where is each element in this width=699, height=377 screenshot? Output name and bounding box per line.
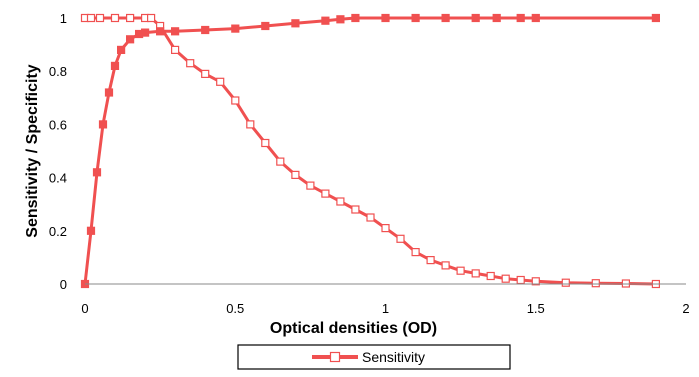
data-point bbox=[456, 266, 465, 275]
legend-swatch-marker bbox=[329, 351, 341, 363]
data-point bbox=[276, 157, 285, 166]
data-point bbox=[246, 120, 255, 129]
data-point bbox=[336, 197, 345, 206]
data-point bbox=[201, 25, 210, 35]
y-tick-labels: 0 0.2 0.4 0.6 0.8 1 bbox=[49, 11, 67, 292]
series-line bbox=[83, 16, 656, 285]
data-point bbox=[171, 45, 180, 55]
data-point bbox=[261, 21, 270, 31]
legend-label: Sensitivity bbox=[362, 349, 425, 365]
data-point bbox=[492, 13, 501, 23]
y-tick-label: 0.6 bbox=[49, 117, 67, 132]
data-point bbox=[321, 16, 330, 25]
y-tick-label: 0.8 bbox=[49, 64, 67, 79]
data-point bbox=[125, 13, 135, 23]
data-point bbox=[411, 248, 420, 257]
y-tick-label: 1 bbox=[60, 11, 67, 26]
data-point bbox=[441, 13, 450, 23]
data-point bbox=[351, 13, 360, 23]
x-tick-label: 0.5 bbox=[226, 301, 244, 316]
data-point bbox=[366, 213, 375, 222]
data-point bbox=[186, 59, 195, 68]
data-point bbox=[561, 278, 570, 287]
series-layer bbox=[80, 13, 661, 289]
data-point bbox=[291, 170, 300, 179]
x-axis-title: Optical densities (OD) bbox=[270, 320, 437, 337]
data-point bbox=[531, 13, 540, 23]
data-point bbox=[86, 13, 96, 23]
data-point bbox=[651, 13, 661, 23]
y-tick-label: 0.2 bbox=[49, 224, 67, 239]
data-point bbox=[426, 256, 435, 265]
data-point bbox=[231, 24, 240, 33]
y-tick-label: 0 bbox=[60, 277, 67, 292]
data-point bbox=[95, 13, 105, 23]
data-point bbox=[291, 19, 300, 28]
x-tick-label: 0 bbox=[81, 301, 88, 316]
data-point bbox=[171, 27, 180, 36]
data-point bbox=[441, 261, 450, 270]
data-point bbox=[104, 88, 114, 97]
x-tick-labels: 0 0.5 1 1.5 2 bbox=[81, 301, 689, 316]
data-point bbox=[98, 120, 108, 129]
data-point bbox=[501, 274, 510, 283]
data-point bbox=[125, 35, 135, 44]
data-point bbox=[86, 226, 96, 235]
series-sensitivity bbox=[80, 13, 661, 289]
data-point bbox=[336, 15, 345, 24]
x-tick-label: 1 bbox=[382, 301, 389, 316]
data-point bbox=[92, 168, 102, 177]
data-point bbox=[141, 28, 150, 37]
data-point bbox=[471, 269, 480, 278]
data-point bbox=[110, 13, 120, 23]
data-point bbox=[321, 189, 330, 198]
y-axis-title: Sensitivity / Specificity bbox=[24, 64, 41, 238]
data-point bbox=[486, 271, 495, 281]
data-point bbox=[156, 27, 165, 36]
data-point bbox=[471, 13, 480, 23]
series-unnamed-1 bbox=[80, 13, 661, 289]
data-point bbox=[411, 13, 420, 23]
legend: Sensitivity bbox=[237, 344, 511, 370]
data-point bbox=[531, 277, 540, 286]
data-point bbox=[216, 77, 225, 86]
data-point bbox=[116, 45, 126, 55]
data-point bbox=[261, 138, 270, 148]
data-point bbox=[591, 279, 600, 288]
y-tick-label: 0.4 bbox=[49, 171, 67, 186]
legend-box bbox=[237, 344, 511, 370]
data-point bbox=[201, 69, 210, 79]
data-point bbox=[381, 224, 390, 233]
series-line bbox=[85, 16, 656, 286]
data-point bbox=[516, 13, 525, 23]
data-point bbox=[396, 234, 405, 243]
x-tick-label: 1.5 bbox=[527, 301, 545, 316]
data-point bbox=[351, 205, 360, 214]
data-point bbox=[147, 13, 156, 23]
data-point bbox=[306, 181, 315, 190]
data-point bbox=[110, 61, 120, 71]
x-tick-label: 2 bbox=[682, 301, 689, 316]
data-point bbox=[381, 13, 390, 23]
data-point bbox=[231, 96, 240, 105]
data-point bbox=[516, 275, 525, 285]
